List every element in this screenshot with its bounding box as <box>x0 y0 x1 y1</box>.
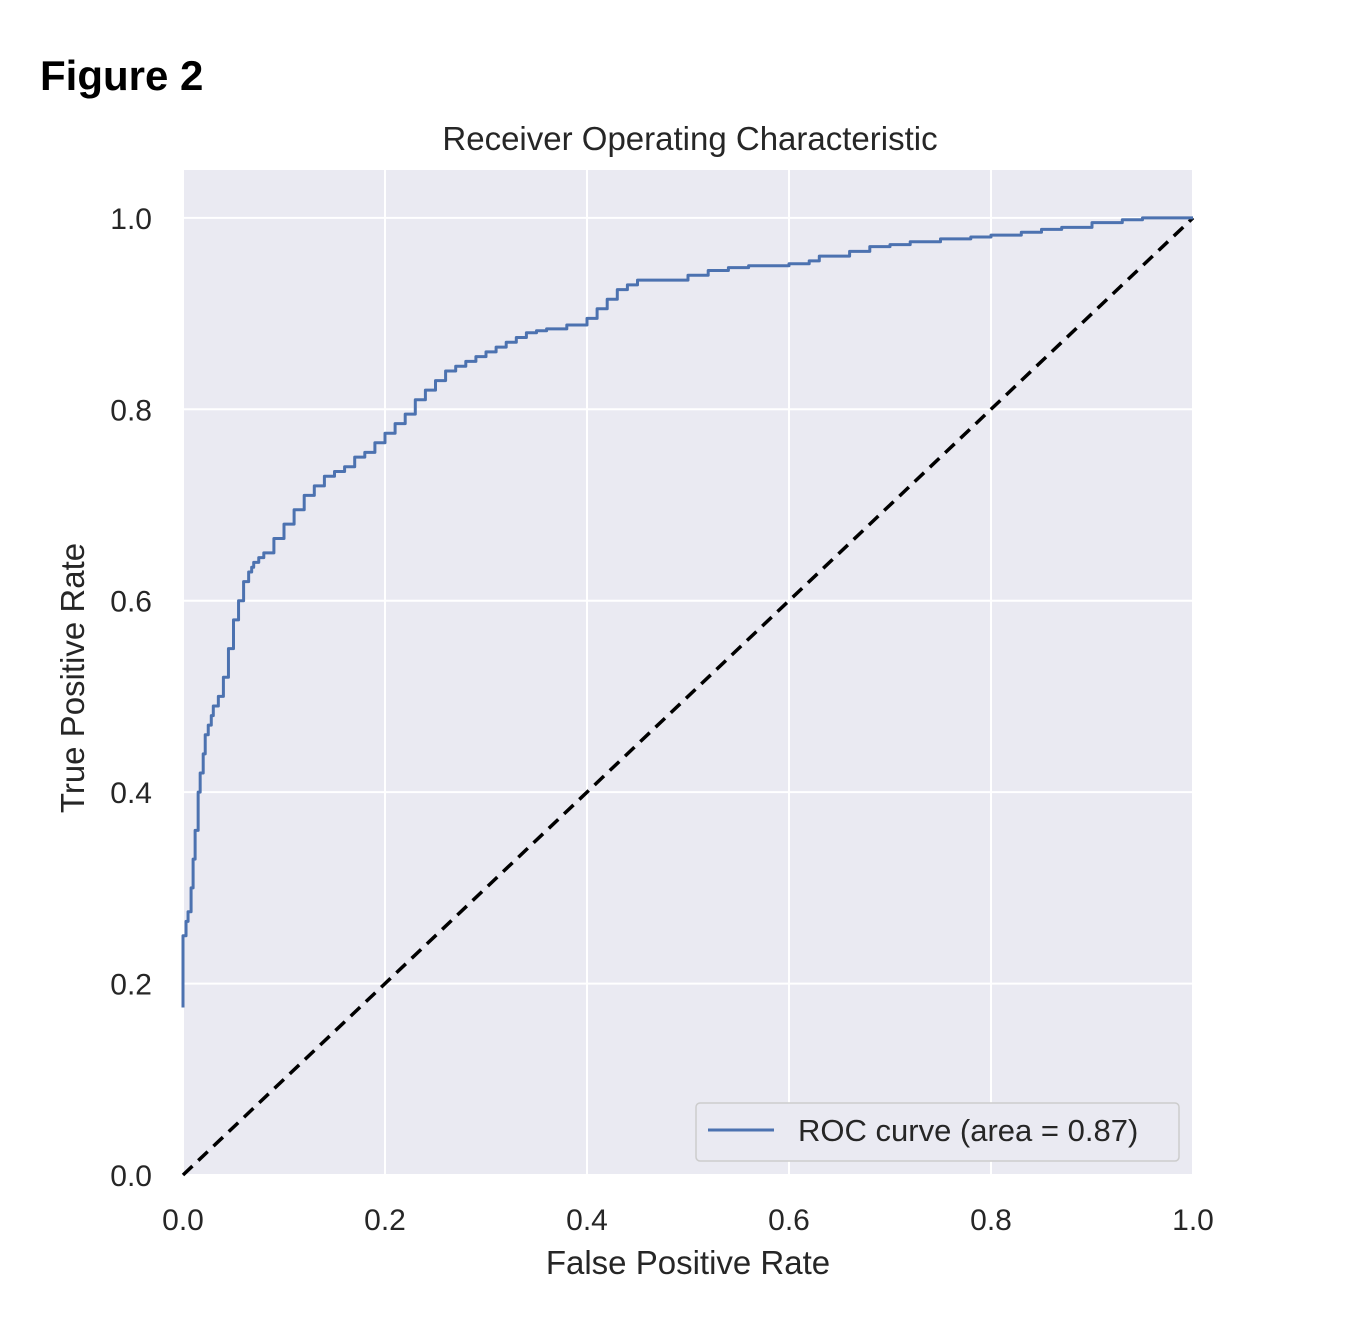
y-tick-label: 0.4 <box>110 777 152 810</box>
x-tick-label: 0.4 <box>566 1204 608 1237</box>
x-tick-label: 0.2 <box>364 1204 406 1237</box>
chance-diagonal-line <box>181 216 1195 1177</box>
x-tick-label: 0.0 <box>162 1204 204 1237</box>
x-tick-label: 1.0 <box>1172 1204 1214 1237</box>
legend-box <box>695 1102 1180 1162</box>
series-lines <box>181 216 1195 1177</box>
y-axis-label: True Positive Rate <box>54 543 91 813</box>
roc-curve-line <box>181 216 1193 1008</box>
grid-lines <box>182 170 1194 1176</box>
y-tick-label: 0.6 <box>110 586 152 619</box>
y-tick-label: 1.0 <box>110 203 152 236</box>
x-tick-label: 0.8 <box>970 1204 1012 1237</box>
x-tick-labels: 0.0 0.2 0.4 0.6 0.8 1.0 <box>162 1204 1214 1237</box>
y-tick-label: 0.0 <box>110 1160 152 1193</box>
figure-label: Figure 2 <box>40 52 204 99</box>
chart-title: Receiver Operating Characteristic <box>442 120 937 157</box>
x-tick-label: 0.6 <box>768 1204 810 1237</box>
legend: ROC curve (area = 0.87) <box>695 1102 1180 1162</box>
legend-label: ROC curve (area = 0.87) <box>798 1113 1138 1148</box>
y-tick-labels: 0.0 0.2 0.4 0.6 0.8 1.0 <box>110 203 152 1193</box>
y-tick-label: 0.8 <box>110 394 152 427</box>
y-tick-label: 0.2 <box>110 969 152 1002</box>
plot-area <box>183 170 1193 1175</box>
x-axis-label: False Positive Rate <box>546 1244 830 1281</box>
